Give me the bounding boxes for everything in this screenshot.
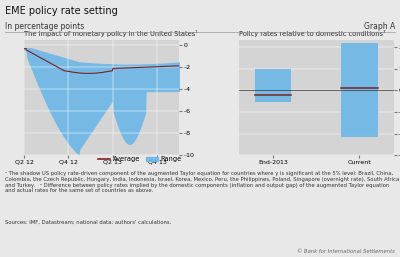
Text: Policy rates relative to domestic conditions²: Policy rates relative to domestic condit…	[238, 30, 385, 37]
Text: ¹ The shadow US policy rate-driven component of the augmented Taylor equation fo: ¹ The shadow US policy rate-driven compo…	[5, 171, 399, 193]
Legend: Average, Range: Average, Range	[96, 154, 184, 165]
Bar	[255, 69, 291, 102]
Text: Graph A: Graph A	[364, 22, 395, 31]
Text: Sources: IMF, Datastream; national data; authors' calculations.: Sources: IMF, Datastream; national data;…	[5, 220, 171, 225]
Text: The impact of monetary policy in the United States¹: The impact of monetary policy in the Uni…	[24, 30, 198, 37]
Bar	[341, 43, 378, 137]
Text: EME policy rate setting: EME policy rate setting	[5, 6, 118, 16]
Text: In percentage points: In percentage points	[5, 22, 84, 31]
Text: © Bank for International Settlements: © Bank for International Settlements	[297, 250, 395, 254]
